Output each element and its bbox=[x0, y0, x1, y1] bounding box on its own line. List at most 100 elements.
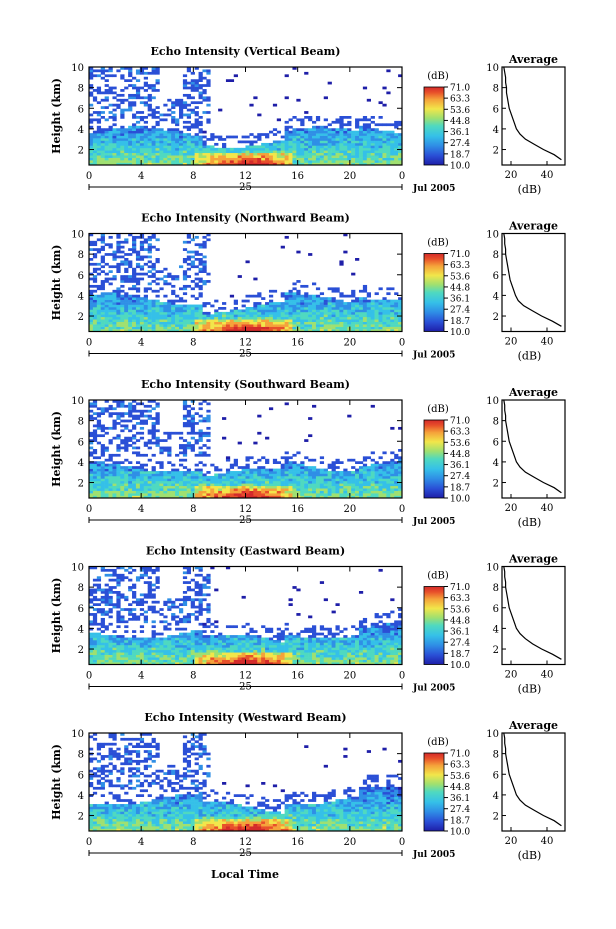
heatmap-cell bbox=[89, 652, 94, 655]
heatmap-cell bbox=[112, 637, 117, 641]
heatmap-cell bbox=[284, 147, 289, 151]
heatmap-cell bbox=[284, 297, 289, 300]
heatmap-cell bbox=[327, 302, 332, 305]
heatmap-cell bbox=[112, 453, 117, 457]
heatmap-cell bbox=[358, 311, 364, 315]
heatmap-cell bbox=[120, 424, 125, 428]
heatmap-cell bbox=[120, 304, 125, 308]
heatmap-cell bbox=[261, 468, 266, 472]
heatmap-cell bbox=[343, 319, 348, 322]
heatmap-cell bbox=[132, 446, 137, 450]
heatmap-cell bbox=[292, 292, 297, 296]
heatmap-cell bbox=[276, 157, 282, 161]
heatmap-cell bbox=[104, 483, 109, 487]
heatmap-cell bbox=[143, 640, 148, 643]
average-title: Average bbox=[508, 220, 558, 233]
heatmap-cell bbox=[100, 654, 105, 658]
heatmap-cell bbox=[202, 282, 207, 286]
heatmap-cell bbox=[300, 157, 305, 161]
heatmap-cell bbox=[339, 324, 344, 327]
heatmap-cell bbox=[261, 485, 266, 489]
heatmap-cell bbox=[124, 649, 129, 653]
heatmap-cell bbox=[327, 142, 332, 146]
heatmap-cell bbox=[89, 135, 94, 139]
heatmap-cell bbox=[241, 468, 246, 472]
heatmap-cell bbox=[374, 495, 379, 499]
heatmap-cell bbox=[116, 463, 121, 467]
heatmap-cell bbox=[370, 326, 375, 330]
heatmap-cell bbox=[296, 135, 301, 139]
heatmap-cell bbox=[257, 483, 262, 487]
heatmap-cell bbox=[175, 659, 180, 663]
heatmap-cell bbox=[229, 135, 235, 139]
heatmap-cell bbox=[257, 468, 262, 472]
heatmap-cell bbox=[128, 108, 133, 112]
heatmap-cell bbox=[112, 258, 117, 261]
heatmap-cell bbox=[167, 133, 172, 136]
heatmap-cell bbox=[171, 659, 176, 663]
heatmap-cell bbox=[245, 475, 250, 479]
heatmap-cell bbox=[312, 466, 317, 469]
heatmap-cell bbox=[351, 483, 356, 487]
heatmap-cell bbox=[366, 480, 371, 484]
heatmap-cell bbox=[116, 265, 121, 269]
heatmap-cell bbox=[374, 160, 379, 163]
heatmap-cell bbox=[182, 309, 188, 313]
heatmap-cell bbox=[358, 326, 364, 330]
colorbar-tick-label: 71.0 bbox=[450, 417, 470, 427]
heatmap-cell bbox=[178, 463, 184, 467]
heatmap-cell bbox=[159, 314, 164, 318]
heatmap-cell bbox=[394, 162, 399, 166]
heatmap-cell bbox=[300, 329, 305, 332]
heatmap-cell bbox=[355, 133, 360, 136]
heatmap-cell bbox=[233, 478, 238, 482]
heatmap-cell bbox=[100, 299, 105, 303]
heatmap-cell bbox=[382, 147, 387, 151]
heatmap-cell bbox=[225, 321, 231, 325]
heatmap-cell bbox=[116, 402, 121, 406]
heatmap-cell bbox=[280, 466, 285, 469]
heatmap-cell bbox=[218, 490, 223, 494]
heatmap-cell bbox=[366, 475, 371, 479]
heatmap-cell bbox=[398, 157, 403, 161]
heatmap-cell bbox=[135, 483, 141, 487]
heatmap-cell bbox=[284, 160, 289, 163]
heatmap-cell bbox=[343, 495, 348, 499]
heatmap-cell bbox=[96, 329, 102, 332]
heatmap-cell bbox=[120, 275, 125, 278]
heatmap-cell bbox=[128, 637, 133, 641]
heatmap-cell bbox=[339, 138, 344, 141]
heatmap-cell bbox=[300, 473, 305, 477]
heatmap-cell bbox=[163, 113, 168, 117]
heatmap-cell bbox=[268, 304, 274, 308]
heatmap-cell bbox=[202, 140, 207, 144]
heatmap-cell bbox=[378, 145, 383, 149]
heatmap-cell bbox=[128, 436, 133, 440]
heatmap-cell bbox=[315, 307, 321, 310]
heatmap-cell bbox=[366, 150, 371, 154]
heatmap-cell bbox=[132, 307, 137, 310]
heatmap-cell bbox=[241, 473, 246, 477]
heatmap-cell bbox=[128, 642, 133, 646]
heatmap-cell bbox=[147, 417, 152, 420]
heatmap-cell bbox=[358, 316, 364, 320]
heatmap-cell bbox=[358, 147, 364, 151]
heatmap-cell bbox=[124, 260, 129, 264]
heatmap-cell bbox=[280, 456, 285, 460]
heatmap-cell bbox=[390, 475, 395, 479]
heatmap-cell bbox=[347, 478, 352, 482]
heatmap-cell bbox=[398, 463, 403, 467]
heatmap-cell bbox=[241, 321, 246, 325]
heatmap-cell bbox=[151, 493, 156, 496]
heatmap-cell bbox=[175, 294, 180, 298]
heatmap-cell bbox=[198, 483, 203, 487]
heatmap-cell bbox=[171, 642, 176, 646]
heatmap-cell bbox=[96, 463, 102, 467]
heatmap-cell bbox=[358, 140, 364, 144]
heatmap-cell bbox=[355, 329, 360, 332]
heatmap-cell bbox=[108, 659, 113, 663]
heatmap-cell bbox=[355, 309, 360, 313]
heatmap-cell bbox=[253, 157, 258, 161]
heatmap-cell bbox=[343, 160, 348, 163]
heatmap-cell bbox=[272, 490, 278, 494]
